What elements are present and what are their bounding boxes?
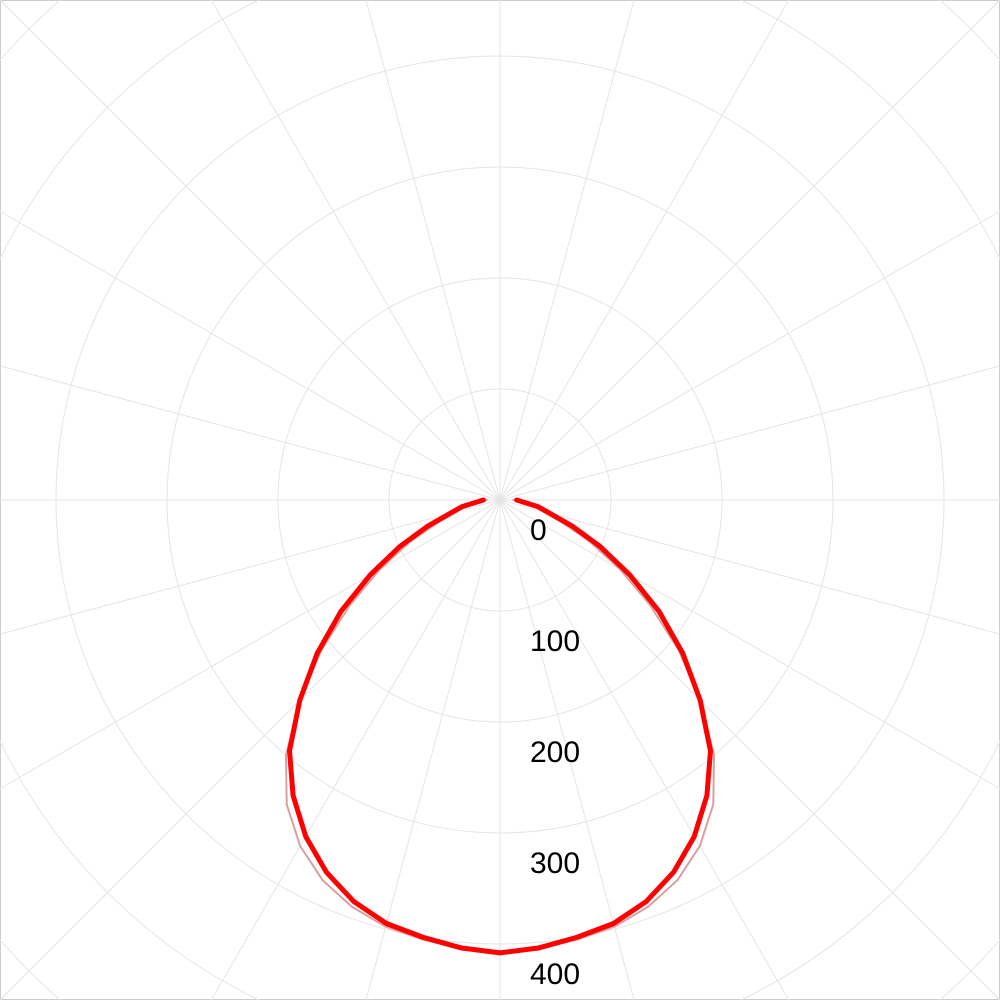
angular-spoke <box>500 0 1000 500</box>
angular-spoke <box>0 0 500 500</box>
radial-scale-label: 100 <box>530 625 580 658</box>
radial-scale-label: 0 <box>530 514 547 547</box>
radial-scale-label: 400 <box>530 958 580 991</box>
angular-spoke <box>0 500 500 1000</box>
polar-chart: 0 100 200 300 400 <box>0 0 1000 1000</box>
radial-scale-label: 200 <box>530 736 580 769</box>
radial-scale-label: 300 <box>530 847 580 880</box>
polar-chart-container: 0 100 200 300 400 <box>0 0 1000 1000</box>
